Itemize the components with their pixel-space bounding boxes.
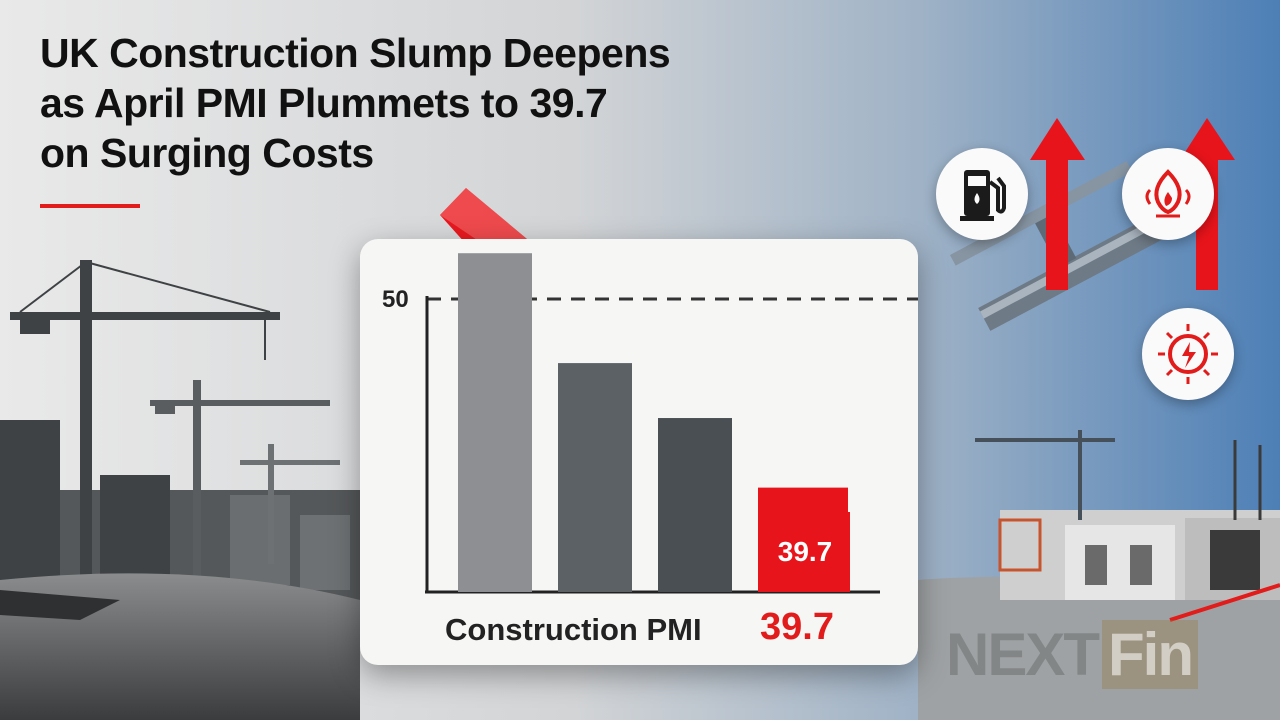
headline-line: UK Construction Slump Deepens: [40, 30, 671, 76]
y-tick-label: 50: [382, 286, 409, 313]
heating-badge: [1122, 148, 1214, 240]
headline: UK Construction Slump Deepens as April P…: [40, 28, 860, 178]
left-construction-silhouette: [0, 260, 380, 600]
watermark-text-highlight: Fin: [1102, 620, 1199, 689]
bar-value-label: 39.7: [760, 512, 850, 592]
chart-caption-value: 39.7: [760, 606, 834, 648]
watermark-text: NEXT: [946, 621, 1100, 688]
rising-cost-arrows: [1030, 118, 1235, 290]
bar: [458, 253, 532, 592]
heating-flame-icon: [1145, 169, 1191, 218]
electricity-badge: [1142, 308, 1234, 400]
right-construction-silhouette: [975, 430, 1280, 622]
headline-line: as April PMI Plummets to 39.7: [40, 80, 608, 126]
bar-value-text: 39.7: [777, 536, 833, 567]
accent-rule: [40, 204, 140, 208]
chart-caption: Construction PMI: [445, 612, 702, 647]
headline-line: on Surging Costs: [40, 130, 374, 176]
fuel-pump-icon: [960, 170, 1006, 221]
bar: [658, 418, 732, 592]
fuel-pump-badge: [936, 148, 1028, 240]
electricity-icon: [1158, 324, 1218, 384]
bar: [558, 363, 632, 592]
watermark-logo: NEXT Fin: [946, 620, 1199, 689]
chart-card: [360, 239, 918, 665]
